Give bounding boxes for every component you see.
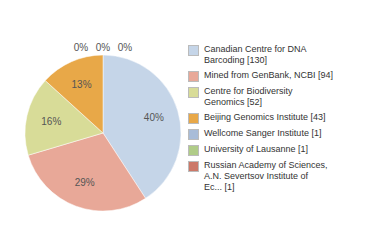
svg-text:13%: 13%: [72, 79, 92, 90]
html-text:Wellcome Sanger Institute [1]: Wellcome Sanger Institute [1]: [204, 127, 322, 138]
svg-text:16%: 16%: [41, 116, 61, 127]
html-text:University of Lausanne [1]: University of Lausanne [1]: [204, 143, 309, 154]
svg-text:0%: 0%: [118, 42, 133, 53]
svg-text:0%: 0%: [96, 42, 111, 53]
svg-text:40%: 40%: [144, 112, 164, 123]
svg-text:29%: 29%: [75, 177, 95, 188]
html-text:Mined from GenBank, NCBI [94]: Mined from GenBank, NCBI [94]: [204, 69, 334, 80]
html-text:Russian Academy of Sciences, A: Russian Academy of Sciences, A.N. Severt…: [204, 159, 328, 192]
html-text:Canadian Centre for DNA Barcod: Canadian Centre for DNA Barcoding [130]: [204, 43, 307, 65]
svg-text:0%: 0%: [74, 42, 89, 53]
html-text:Centre for Biodiversity Genomi: Centre for Biodiversity Genomics [52]: [204, 85, 293, 107]
html-text:Beijing Genomics Institute [43: Beijing Genomics Institute [43]: [204, 111, 326, 122]
